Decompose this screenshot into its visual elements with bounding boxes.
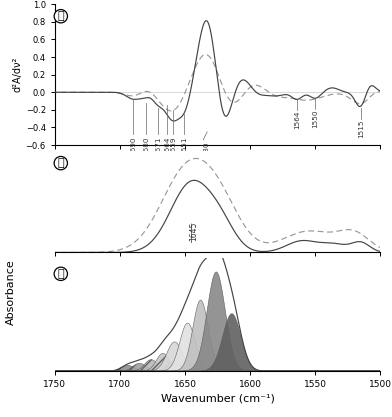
Text: 1515: 1515 bbox=[358, 120, 364, 138]
Text: 1659: 1659 bbox=[170, 136, 176, 155]
Text: 1664: 1664 bbox=[164, 136, 170, 155]
Text: 1651: 1651 bbox=[181, 136, 187, 155]
Text: 1550: 1550 bbox=[312, 110, 318, 128]
X-axis label: Wavenumber (cm⁻¹): Wavenumber (cm⁻¹) bbox=[161, 393, 274, 403]
Text: 1690: 1690 bbox=[130, 136, 136, 155]
Text: 1671: 1671 bbox=[155, 136, 161, 155]
Text: 1564: 1564 bbox=[294, 111, 300, 129]
Text: Absorbance: Absorbance bbox=[6, 259, 16, 325]
Text: 1645: 1645 bbox=[189, 221, 198, 241]
Text: 1680: 1680 bbox=[143, 136, 149, 155]
Text: Ⓑ: Ⓑ bbox=[58, 158, 64, 168]
Text: 1630: 1630 bbox=[203, 141, 209, 160]
Text: Ⓐ: Ⓐ bbox=[58, 11, 64, 21]
Text: Ⓒ: Ⓒ bbox=[58, 269, 64, 279]
Y-axis label: d²A/dν²: d²A/dν² bbox=[13, 57, 23, 92]
